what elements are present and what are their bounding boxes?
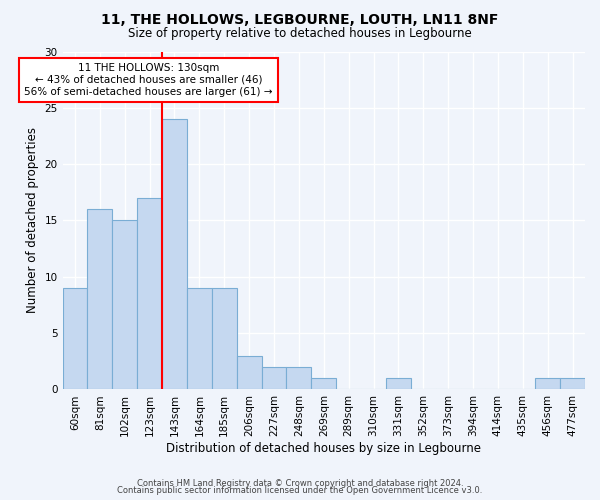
Bar — [112, 220, 137, 390]
Text: Contains public sector information licensed under the Open Government Licence v3: Contains public sector information licen… — [118, 486, 482, 495]
Bar — [311, 378, 336, 390]
Bar — [262, 367, 286, 390]
Y-axis label: Number of detached properties: Number of detached properties — [26, 128, 39, 314]
Bar — [236, 356, 262, 390]
Text: Size of property relative to detached houses in Legbourne: Size of property relative to detached ho… — [128, 28, 472, 40]
Bar — [137, 198, 162, 390]
Text: 11, THE HOLLOWS, LEGBOURNE, LOUTH, LN11 8NF: 11, THE HOLLOWS, LEGBOURNE, LOUTH, LN11 … — [101, 12, 499, 26]
Bar — [187, 288, 212, 390]
Bar — [62, 288, 88, 390]
Text: 11 THE HOLLOWS: 130sqm
← 43% of detached houses are smaller (46)
56% of semi-det: 11 THE HOLLOWS: 130sqm ← 43% of detached… — [25, 64, 273, 96]
Bar — [286, 367, 311, 390]
Bar — [162, 119, 187, 390]
Bar — [88, 209, 112, 390]
Bar — [386, 378, 411, 390]
Text: Contains HM Land Registry data © Crown copyright and database right 2024.: Contains HM Land Registry data © Crown c… — [137, 478, 463, 488]
X-axis label: Distribution of detached houses by size in Legbourne: Distribution of detached houses by size … — [166, 442, 481, 455]
Bar — [212, 288, 236, 390]
Bar — [560, 378, 585, 390]
Bar — [535, 378, 560, 390]
